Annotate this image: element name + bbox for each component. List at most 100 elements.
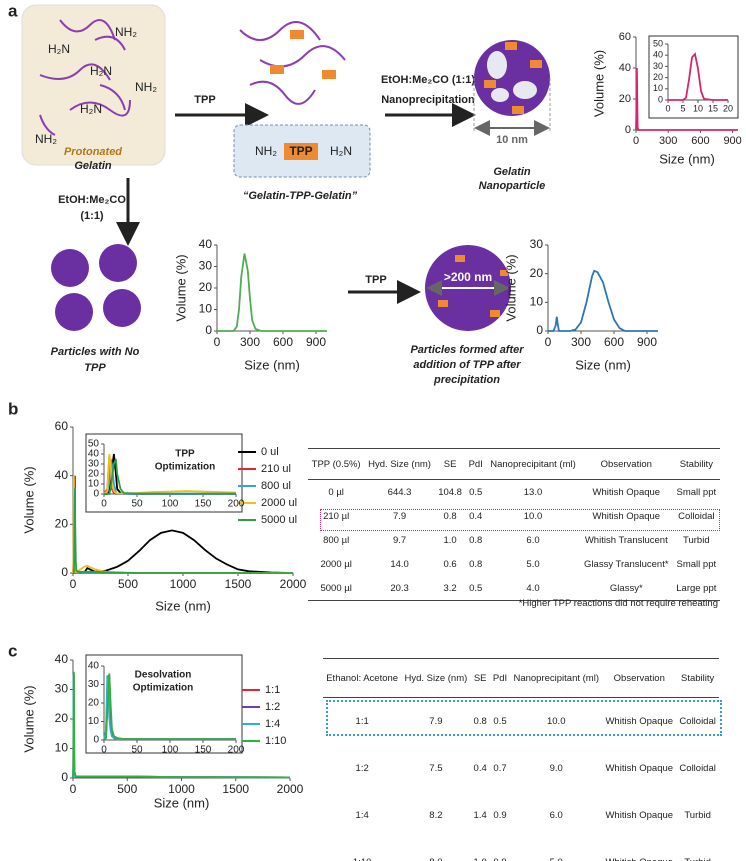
cell: 0.4 (469, 510, 483, 522)
cell: 210 µl (323, 510, 350, 522)
y-tick-label: 30 (199, 259, 213, 273)
x-tick-label: 50 (131, 745, 143, 756)
cell: 1:2 (355, 763, 369, 774)
y-tick-label: 40 (619, 62, 631, 74)
x-tick-label: 0 (70, 782, 77, 796)
y-tick-label: 10 (653, 83, 663, 93)
cell: 2000 µl (320, 558, 352, 570)
y-tick-label: 40 (199, 237, 213, 251)
header-row: TPP (0.5%) Hyd. Size (nm) SE PdI Nanoprecipi… (308, 448, 720, 480)
legend-label: 5000 ul (261, 514, 297, 526)
y-tick-label: 40 (55, 652, 69, 666)
cell: 1:1 (355, 716, 369, 727)
y-tick-label: 20 (619, 93, 631, 105)
cell: 5000 µl (320, 582, 352, 594)
y-axis-label: Volume (%) (503, 254, 518, 321)
cell: 0.6 (443, 558, 457, 570)
cell: 1:4 (355, 810, 369, 821)
y-tick-label: 0 (93, 489, 99, 500)
x-tick-label: 0 (545, 335, 552, 349)
y-tick-label: 30 (88, 459, 100, 470)
y-tick-label: 40 (653, 50, 663, 60)
y-tick-label: 20 (653, 72, 663, 82)
cell: 7.9 (429, 716, 443, 727)
x-axis-label: Size (nm) (575, 357, 631, 372)
row: 1:4 8.2 1.4 0.9 6.0 Whitish Opaque Turbid (323, 792, 719, 839)
cell: Glassy* (609, 582, 643, 594)
inset-title: Optimization (155, 462, 216, 473)
y-tick-label: 20 (88, 698, 100, 709)
cell: Glassy Translucent* (584, 558, 669, 570)
series-line (104, 458, 236, 495)
cell: Turbid (684, 810, 711, 821)
inset-title: Optimization (133, 683, 194, 694)
cell: 8.2 (429, 810, 443, 821)
cell: 0.9 (493, 810, 507, 821)
x-tick-label: 200 (228, 745, 245, 756)
cell: 644.3 (387, 486, 412, 498)
arrow-label: EtOH:Me₂CO (1:1) (381, 74, 475, 86)
series-line (548, 269, 658, 332)
cell: Colloidal (678, 510, 715, 522)
x-axis-label: Size (nm) (155, 598, 211, 613)
cell: Small ppt (676, 486, 717, 498)
footnote: *Higher TPP reactions did not require re… (518, 598, 718, 609)
header-cell: Ethanol: Acetone (323, 658, 402, 698)
cell: Colloidal (679, 716, 716, 727)
x-tick-label: 900 (637, 335, 657, 349)
arrow-label: Nanoprecipitation (381, 94, 475, 106)
no-tpp-label: TPP (84, 362, 106, 374)
complex-tpp: TPP (289, 144, 312, 158)
header-cell: Nanoprecipitant (ml) (486, 448, 580, 480)
y-tick-label: 10 (88, 479, 100, 490)
cell: 10.0 (523, 510, 543, 522)
cell: 0.8 (473, 716, 487, 727)
y-tick-label: 60 (619, 31, 631, 43)
cell: 800 µl (323, 534, 350, 546)
x-tick-label: 0 (70, 577, 77, 591)
tpp-blocks (270, 30, 336, 79)
y-tick-label: 30 (55, 682, 69, 696)
cell: 1.0 (443, 534, 457, 546)
x-tick-label: 15 (708, 103, 718, 113)
y-tick-label: 60 (55, 419, 69, 433)
legend-label: 1:1 (265, 684, 280, 696)
cell: 8.0 (401, 839, 470, 861)
series-line (103, 453, 237, 495)
row: 5000 µl 20.3 3.2 0.5 4.0 Glassy* Large ppt (308, 576, 720, 601)
cell: 5.0 (526, 558, 540, 570)
series-line (668, 52, 728, 101)
cell: Whitish Opaque (602, 839, 676, 861)
cell: 13.0 (523, 486, 543, 498)
x-tick-label: 2000 (277, 782, 304, 796)
header-cell: Hyd. Size (nm) (364, 448, 435, 480)
row: 0 µl 644.3 104.8 0.5 13.0 Whitish Opaque Small… (308, 480, 720, 505)
y-tick-label: 10 (55, 741, 69, 755)
panel-label: b (8, 399, 18, 418)
cell: 6.0 (526, 534, 540, 546)
row: 2000 µl 14.0 0.6 0.8 5.0 Glassy Translucent* S… (308, 552, 720, 576)
x-tick-label: 100 (162, 745, 179, 756)
y-tick-label: 20 (55, 711, 69, 725)
cell: Colloidal (679, 763, 716, 774)
series-line (635, 67, 738, 131)
cell: Turbid (676, 839, 719, 861)
legend-label: 2000 ul (261, 497, 297, 509)
legend-label: 1:10 (265, 735, 286, 747)
y-tick-label: 50 (653, 38, 663, 48)
legend-label: 0 ul (261, 446, 279, 458)
x-axis-label: Size (nm) (659, 151, 715, 166)
series-line (72, 671, 291, 779)
cell: Small ppt (676, 558, 717, 570)
cell: 10.0 (546, 716, 566, 727)
nanoparticle (474, 40, 550, 116)
y-tick-label: 20 (55, 517, 69, 531)
y-tick-label: 30 (88, 679, 100, 690)
arrow-label: EtOH:Me₂CO (58, 194, 126, 206)
x-tick-label: 900 (723, 135, 741, 147)
cell: 0.4 (473, 763, 487, 774)
cell: Whitish Translucent (584, 534, 668, 546)
tpp-block (284, 143, 318, 160)
